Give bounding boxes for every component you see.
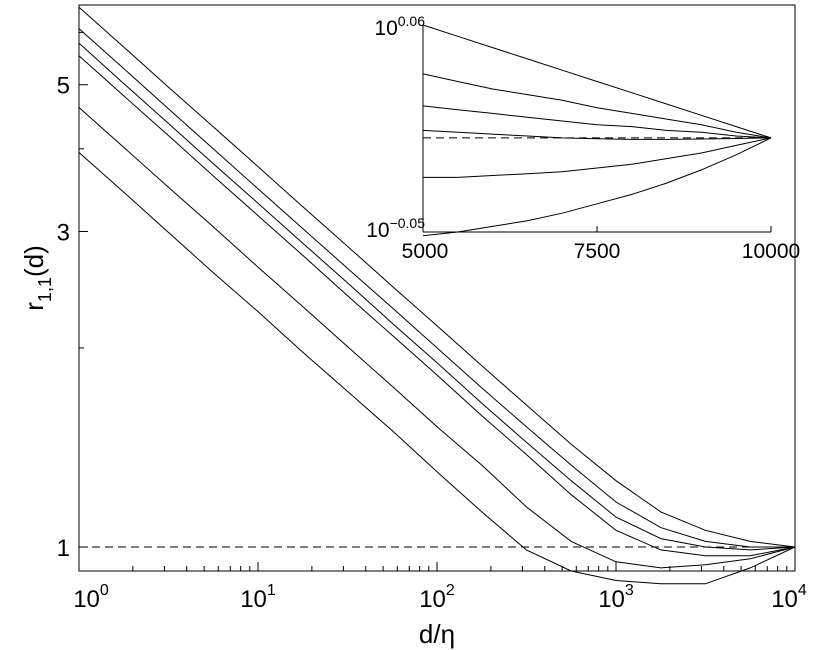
inset-x-tick-label: 10000 — [742, 240, 800, 263]
inset-series-line-1 — [422, 24, 772, 139]
inset-series-line-4 — [422, 129, 772, 140]
x-tick-label: 103 — [598, 582, 634, 613]
main-series-line-5 — [78, 107, 796, 569]
inset-x-tick-label: 7500 — [574, 240, 621, 263]
main-series-line-6 — [78, 152, 796, 585]
x-tick-label: 104 — [771, 582, 807, 613]
inset-plot: 5000 7500 10000 10−0.05 100.06 — [366, 13, 800, 263]
main-series-line-3 — [78, 42, 796, 551]
x-tick-label: 101 — [240, 582, 276, 613]
main-series-line-4 — [78, 55, 796, 557]
main-plot: 100 101 102 103 104 1 3 5 d/η r1,1(d) — [19, 4, 807, 649]
main-series-line-1 — [78, 6, 796, 548]
main-series-line-2 — [78, 28, 795, 548]
y-tick-label: 1 — [57, 535, 70, 562]
inset-x-tick-label: 5000 — [402, 240, 449, 263]
y-tick-label: 3 — [57, 219, 70, 246]
inset-y-tick-label: 10−0.05 — [366, 215, 425, 242]
y-tick-label: 5 — [57, 73, 70, 100]
y-axis-label: r1,1(d) — [19, 245, 55, 310]
inset-series-line-5 — [423, 137, 772, 178]
inset-series-line-3 — [422, 105, 772, 139]
x-tick-label: 102 — [419, 582, 455, 613]
inset-background — [422, 24, 772, 233]
x-axis-label: d/η — [419, 619, 455, 649]
inset-series-line-2 — [422, 73, 772, 139]
inset-series-line-6 — [422, 137, 772, 237]
x-tick-label: 100 — [73, 582, 109, 613]
inset-y-tick-label: 100.06 — [374, 13, 425, 40]
